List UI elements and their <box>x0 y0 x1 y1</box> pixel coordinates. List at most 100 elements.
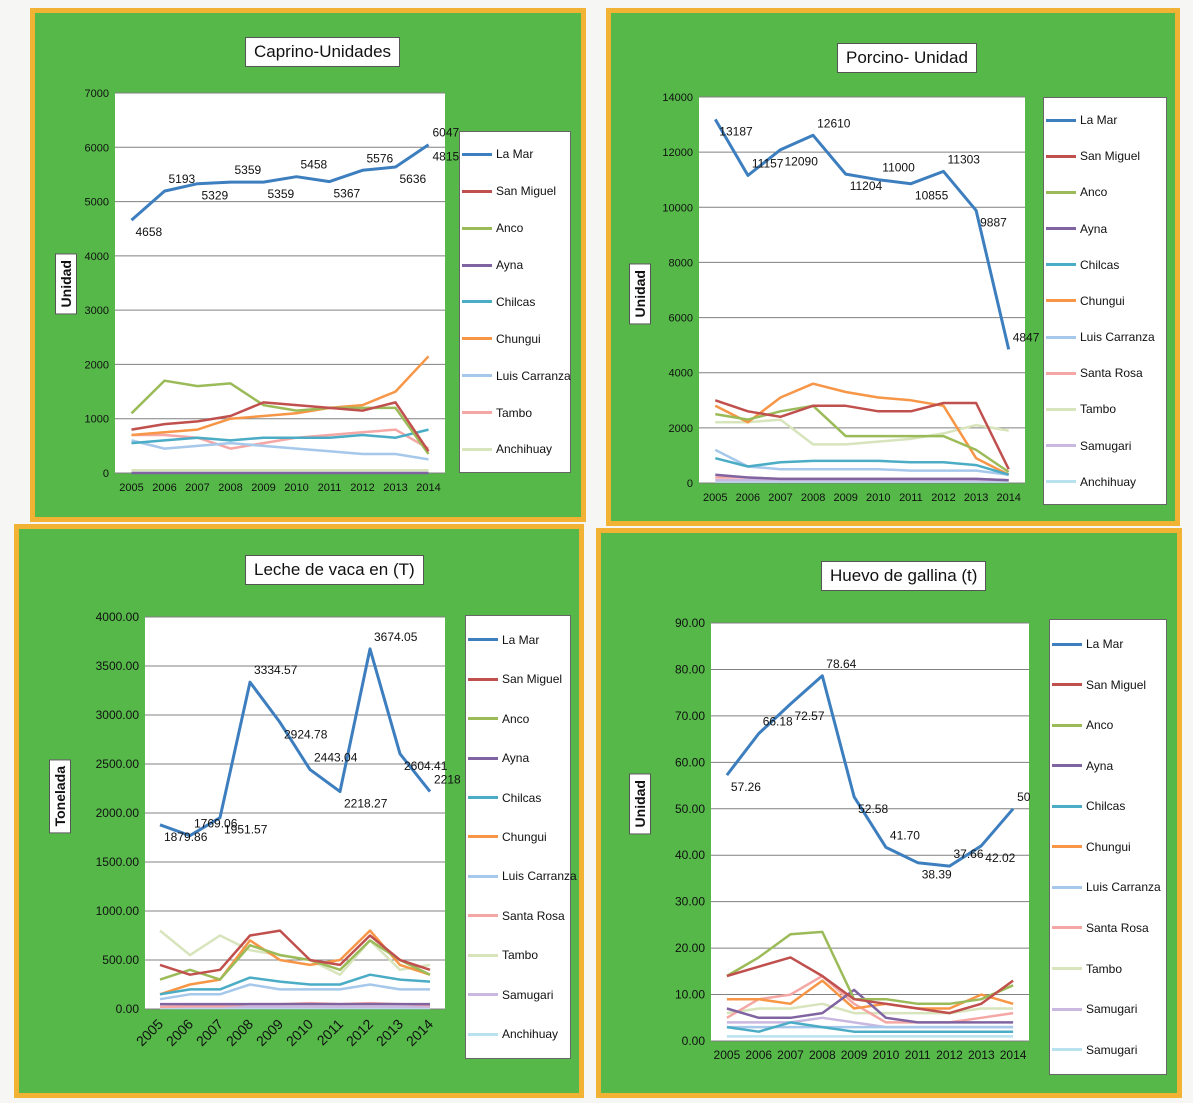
x-tick-label: 2014 <box>403 1016 436 1049</box>
legend-label: Chilcas <box>502 790 542 805</box>
y-tick-label: 2000.00 <box>96 806 140 820</box>
chart-title: Huevo de gallina (t) <box>821 561 987 591</box>
legend-label: Ayna <box>502 751 530 766</box>
legend-label: Samugari <box>1086 1002 1138 1017</box>
series-line-5 <box>714 382 1010 476</box>
x-tick-label: 2010 <box>873 1048 900 1062</box>
x-tick-label: 2012 <box>931 492 955 504</box>
y-tick-label: 0.00 <box>116 1002 140 1016</box>
chart-svg-huevo: 0.00 10.00 20.00 30.00 40.00 50.00 60.00 70.00 8… <box>675 616 1031 1062</box>
legend-swatch <box>468 796 498 800</box>
data-label: 11157 <box>752 156 784 170</box>
legend-swatch <box>1046 227 1076 231</box>
x-tick-label: 2014 <box>1000 1048 1027 1062</box>
legend-label: Chungui <box>1086 839 1131 854</box>
y-tick-label: 0 <box>687 478 693 490</box>
series-line-4 <box>131 428 429 445</box>
data-label: 3674.05 <box>374 630 418 644</box>
legend-label: Chilcas <box>496 294 536 309</box>
x-tick-label: 2014 <box>416 482 440 494</box>
data-label: 50 <box>1017 790 1031 804</box>
legend-swatch <box>1052 723 1082 727</box>
legend-label: San Miguel <box>1080 149 1141 164</box>
series-line-2 <box>715 404 1010 474</box>
legend-label: Luis Carranza <box>1086 880 1161 895</box>
legend-item: Anchihuay <box>462 431 568 468</box>
legend-label: Luis Carranza <box>502 869 577 884</box>
data-label: 5359 <box>268 187 295 201</box>
legend-item: Tambo <box>468 936 568 975</box>
series-line-1 <box>726 956 1014 1015</box>
chart-legend: La Mar San Miguel Anco Ayna Chilcas Chungui Lu… <box>1049 619 1167 1075</box>
data-label: 5458 <box>301 158 328 172</box>
y-tick-label: 0 <box>103 468 109 480</box>
x-tick-label: 2008 <box>218 482 242 494</box>
legend-item: Luis Carranza <box>468 857 577 896</box>
series-line-6 <box>131 439 429 461</box>
y-tick-label: 3000 <box>85 305 109 317</box>
plot-area <box>711 623 1029 1041</box>
legend-item: Tambo <box>1052 948 1164 989</box>
data-label: 11000 <box>882 161 915 175</box>
legend-swatch <box>1046 154 1076 158</box>
legend-label: Luis Carranza <box>496 368 571 383</box>
y-tick-label: 80.00 <box>675 662 705 676</box>
data-label: 41.70 <box>890 828 920 842</box>
series-line-4 <box>726 1021 1014 1033</box>
y-axis-label: Tonelada <box>49 759 71 834</box>
x-tick-label: 2006 <box>745 1048 772 1062</box>
legend-item: Anchihuay <box>1046 464 1164 500</box>
legend-label: Ayna <box>1086 758 1114 773</box>
legend-item: Chungui <box>462 320 568 357</box>
x-tick-label: 2007 <box>185 482 209 494</box>
y-tick-label: 4000.00 <box>96 610 140 624</box>
x-tick-label: 2013 <box>964 492 988 504</box>
legend-item: Anchihuay <box>468 1015 568 1054</box>
data-label: 38.39 <box>922 868 952 882</box>
legend-swatch <box>1052 926 1082 930</box>
legend-item: Anco <box>468 699 568 738</box>
data-label: 2604.41 <box>404 759 448 773</box>
x-tick-label: 2006 <box>736 492 760 504</box>
legend-item: Luis Carranza <box>1052 867 1164 908</box>
y-tick-label: 3500.00 <box>96 659 140 673</box>
data-label: 12610 <box>817 116 851 130</box>
legend-swatch <box>1046 335 1076 339</box>
legend-swatch <box>468 993 498 997</box>
legend-label: Chungui <box>1080 293 1125 308</box>
legend-item: Santa Rosa <box>468 896 568 935</box>
chart-panel-caprino: 0 1000 2000 3000 4000 5000 6000 7000 2005 2006 200… <box>30 8 586 522</box>
legend-label: Samugari <box>502 987 554 1002</box>
y-tick-label: 20.00 <box>675 941 705 955</box>
legend-label: Anco <box>502 711 530 726</box>
chart-legend: La Mar San Miguel Anco Ayna Chilcas Chungui Lu… <box>459 131 571 473</box>
legend-swatch <box>468 914 498 918</box>
series-line-7 <box>726 974 1014 1024</box>
series-line-2 <box>130 379 430 455</box>
y-tick-label: 10.00 <box>675 988 705 1002</box>
y-axis-label: Unidad <box>55 253 77 315</box>
x-tick-label: 2012 <box>936 1048 963 1062</box>
legend-item: Luis Carranza <box>1046 319 1164 355</box>
chart-panel-leche: 0.00 500.00 1000.00 1500.00 2000.00 2500.00 30… <box>14 524 584 1098</box>
legend-label: La Mar <box>1086 637 1124 652</box>
data-label: 9887 <box>980 215 1007 229</box>
y-tick-label: 4000 <box>85 251 109 263</box>
data-label: 57.26 <box>731 780 761 794</box>
y-tick-label: 0.00 <box>682 1034 706 1048</box>
y-axis-label: Unidad <box>629 263 651 325</box>
legend-swatch <box>1046 480 1076 484</box>
legend-item: La Mar <box>1052 624 1164 665</box>
legend-label: Anchihuay <box>502 1027 559 1042</box>
data-label: 4847 <box>1013 330 1040 344</box>
legend-swatch <box>468 717 498 721</box>
data-label: 13187 <box>719 124 753 138</box>
series-line-1 <box>131 401 430 452</box>
legend-swatch <box>1046 190 1076 194</box>
legend-label: Samugari <box>1080 438 1132 453</box>
legend-item: La Mar <box>468 620 568 659</box>
y-tick-label: 7000 <box>85 88 109 100</box>
legend-label: Anco <box>1080 185 1108 200</box>
legend-item: San Miguel <box>1052 665 1164 706</box>
y-tick-label: 2000 <box>669 423 693 435</box>
